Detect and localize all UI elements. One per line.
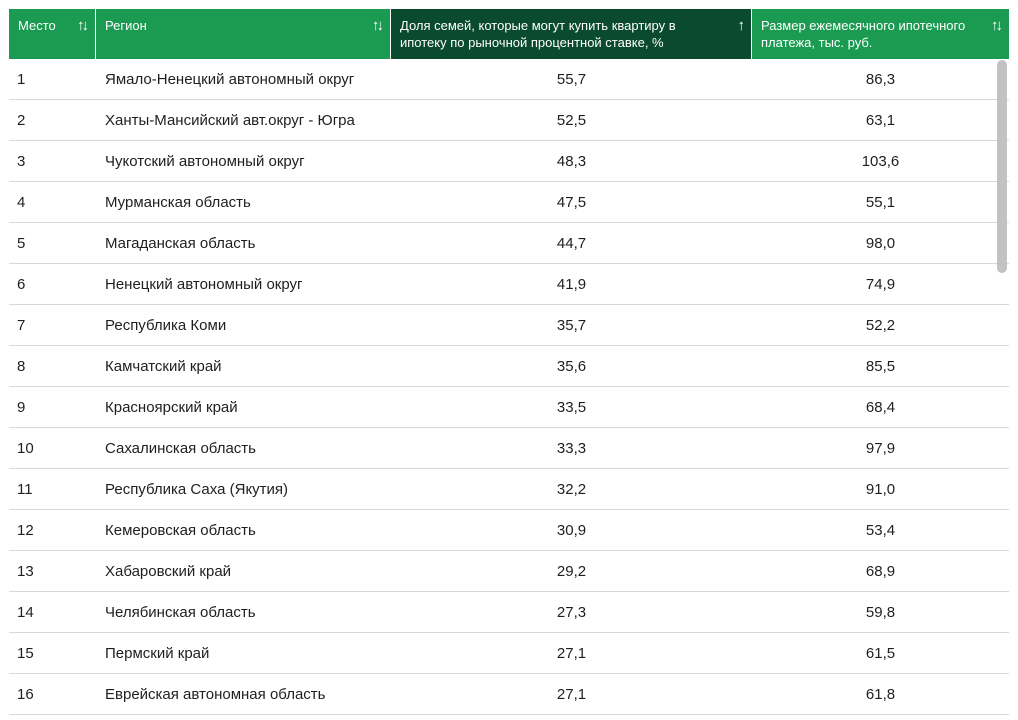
column-header-monthly-payment[interactable]: Размер ежемесячного ипотечного платежа, … (752, 9, 1009, 59)
cell-region: Еврейская автономная область (105, 685, 326, 703)
data-table: Место ↑↓ Регион ↑↓ Доля семей, которые м… (9, 9, 1009, 720)
cell-monthly-payment: 68,4 (865, 398, 896, 416)
table-row: 4 Мурманская область 47,5 55,1 (9, 182, 1009, 223)
cell-monthly-payment: 63,1 (865, 111, 896, 129)
sort-ascending-icon[interactable]: ↑ (737, 17, 745, 34)
column-header-family-share[interactable]: Доля семей, которые могут купить квартир… (391, 9, 752, 59)
cell-region: Чукотский автономный округ (105, 152, 305, 170)
cell-family-share: 33,3 (556, 439, 587, 457)
sort-both-icon[interactable]: ↑↓ (372, 17, 384, 34)
cell-rank: 12 (17, 521, 34, 539)
cell-family-share: 27,3 (556, 603, 587, 621)
table-row: 9 Красноярский край 33,5 68,4 (9, 387, 1009, 428)
cell-monthly-payment: 55,1 (865, 193, 896, 211)
scrollbar-thumb[interactable] (997, 60, 1007, 273)
cell-monthly-payment: 86,3 (865, 70, 896, 88)
cell-family-share: 33,5 (556, 398, 587, 416)
table-body: 1 Ямало-Ненецкий автономный округ 55,7 86,3… (9, 59, 1009, 715)
column-header-label: Размер ежемесячного ипотечного платежа, … (761, 18, 966, 50)
cell-rank: 8 (17, 357, 26, 375)
vertical-scrollbar[interactable] (995, 59, 1009, 720)
column-header-label: Место (18, 18, 56, 33)
table-row: 3 Чукотский автономный округ 48,3 103,6 (9, 141, 1009, 182)
cell-rank: 7 (17, 316, 26, 334)
cell-region: Пермский край (105, 644, 210, 662)
cell-region: Сахалинская область (105, 439, 256, 457)
cell-region: Ханты-Мансийский авт.округ - Югра (105, 111, 355, 129)
table-row: 15 Пермский край 27,1 61,5 (9, 633, 1009, 674)
cell-rank: 5 (17, 234, 26, 252)
cell-family-share: 52,5 (556, 111, 587, 129)
table-row: 7 Республика Коми 35,7 52,2 (9, 305, 1009, 346)
column-header-region[interactable]: Регион ↑↓ (96, 9, 391, 59)
sort-both-icon[interactable]: ↑↓ (77, 17, 89, 34)
cell-rank: 14 (17, 603, 34, 621)
column-header-rank[interactable]: Место ↑↓ (9, 9, 96, 59)
cell-rank: 4 (17, 193, 26, 211)
table-row: 14 Челябинская область 27,3 59,8 (9, 592, 1009, 633)
table-row: 13 Хабаровский край 29,2 68,9 (9, 551, 1009, 592)
table-row: 1 Ямало-Ненецкий автономный округ 55,7 86,3 (9, 59, 1009, 100)
column-header-label: Регион (105, 18, 147, 33)
cell-family-share: 27,1 (556, 685, 587, 703)
cell-region: Ненецкий автономный округ (105, 275, 303, 293)
cell-family-share: 29,2 (556, 562, 587, 580)
table-row: 6 Ненецкий автономный округ 41,9 74,9 (9, 264, 1009, 305)
table-header: Место ↑↓ Регион ↑↓ Доля семей, которые м… (9, 9, 1009, 59)
cell-region: Челябинская область (105, 603, 256, 621)
cell-region: Камчатский край (105, 357, 222, 375)
cell-monthly-payment: 85,5 (865, 357, 896, 375)
cell-family-share: 47,5 (556, 193, 587, 211)
cell-rank: 10 (17, 439, 34, 457)
cell-rank: 13 (17, 562, 34, 580)
cell-region: Мурманская область (105, 193, 251, 211)
cell-monthly-payment: 68,9 (865, 562, 896, 580)
cell-region: Красноярский край (105, 398, 238, 416)
cell-family-share: 44,7 (556, 234, 587, 252)
cell-family-share: 35,6 (556, 357, 587, 375)
cell-family-share: 30,9 (556, 521, 587, 539)
cell-rank: 9 (17, 398, 26, 416)
cell-region: Хабаровский край (105, 562, 232, 580)
table-row: 10 Сахалинская область 33,3 97,9 (9, 428, 1009, 469)
table-row: 5 Магаданская область 44,7 98,0 (9, 223, 1009, 264)
cell-rank: 3 (17, 152, 26, 170)
cell-monthly-payment: 91,0 (865, 480, 896, 498)
cell-rank: 15 (17, 644, 34, 662)
cell-monthly-payment: 53,4 (865, 521, 896, 539)
cell-monthly-payment: 97,9 (865, 439, 896, 457)
cell-monthly-payment: 59,8 (865, 603, 896, 621)
cell-monthly-payment: 61,5 (865, 644, 896, 662)
cell-monthly-payment: 52,2 (865, 316, 896, 334)
cell-region: Республика Саха (Якутия) (105, 480, 289, 498)
cell-monthly-payment: 98,0 (865, 234, 896, 252)
cell-rank: 16 (17, 685, 34, 703)
table-row: 12 Кемеровская область 30,9 53,4 (9, 510, 1009, 551)
cell-family-share: 55,7 (556, 70, 587, 88)
cell-region: Республика Коми (105, 316, 227, 334)
cell-region: Кемеровская область (105, 521, 256, 539)
sort-both-icon[interactable]: ↑↓ (991, 17, 1003, 34)
cell-monthly-payment: 61,8 (865, 685, 896, 703)
cell-monthly-payment: 103,6 (861, 152, 900, 170)
cell-region: Магаданская область (105, 234, 256, 252)
table-row: 8 Камчатский край 35,6 85,5 (9, 346, 1009, 387)
cell-family-share: 41,9 (556, 275, 587, 293)
column-header-label: Доля семей, которые могут купить квартир… (400, 18, 676, 50)
cell-family-share: 48,3 (556, 152, 587, 170)
cell-rank: 2 (17, 111, 26, 129)
cell-rank: 11 (17, 480, 33, 498)
cell-region: Ямало-Ненецкий автономный округ (105, 70, 355, 88)
cell-rank: 1 (17, 70, 26, 88)
table-row: 16 Еврейская автономная область 27,1 61,8 (9, 674, 1009, 715)
cell-family-share: 27,1 (556, 644, 587, 662)
table-row: 2 Ханты-Мансийский авт.округ - Югра 52,5 63… (9, 100, 1009, 141)
cell-rank: 6 (17, 275, 26, 293)
cell-monthly-payment: 74,9 (865, 275, 896, 293)
cell-family-share: 32,2 (556, 480, 587, 498)
cell-family-share: 35,7 (556, 316, 587, 334)
table-row: 11 Республика Саха (Якутия) 32,2 91,0 (9, 469, 1009, 510)
